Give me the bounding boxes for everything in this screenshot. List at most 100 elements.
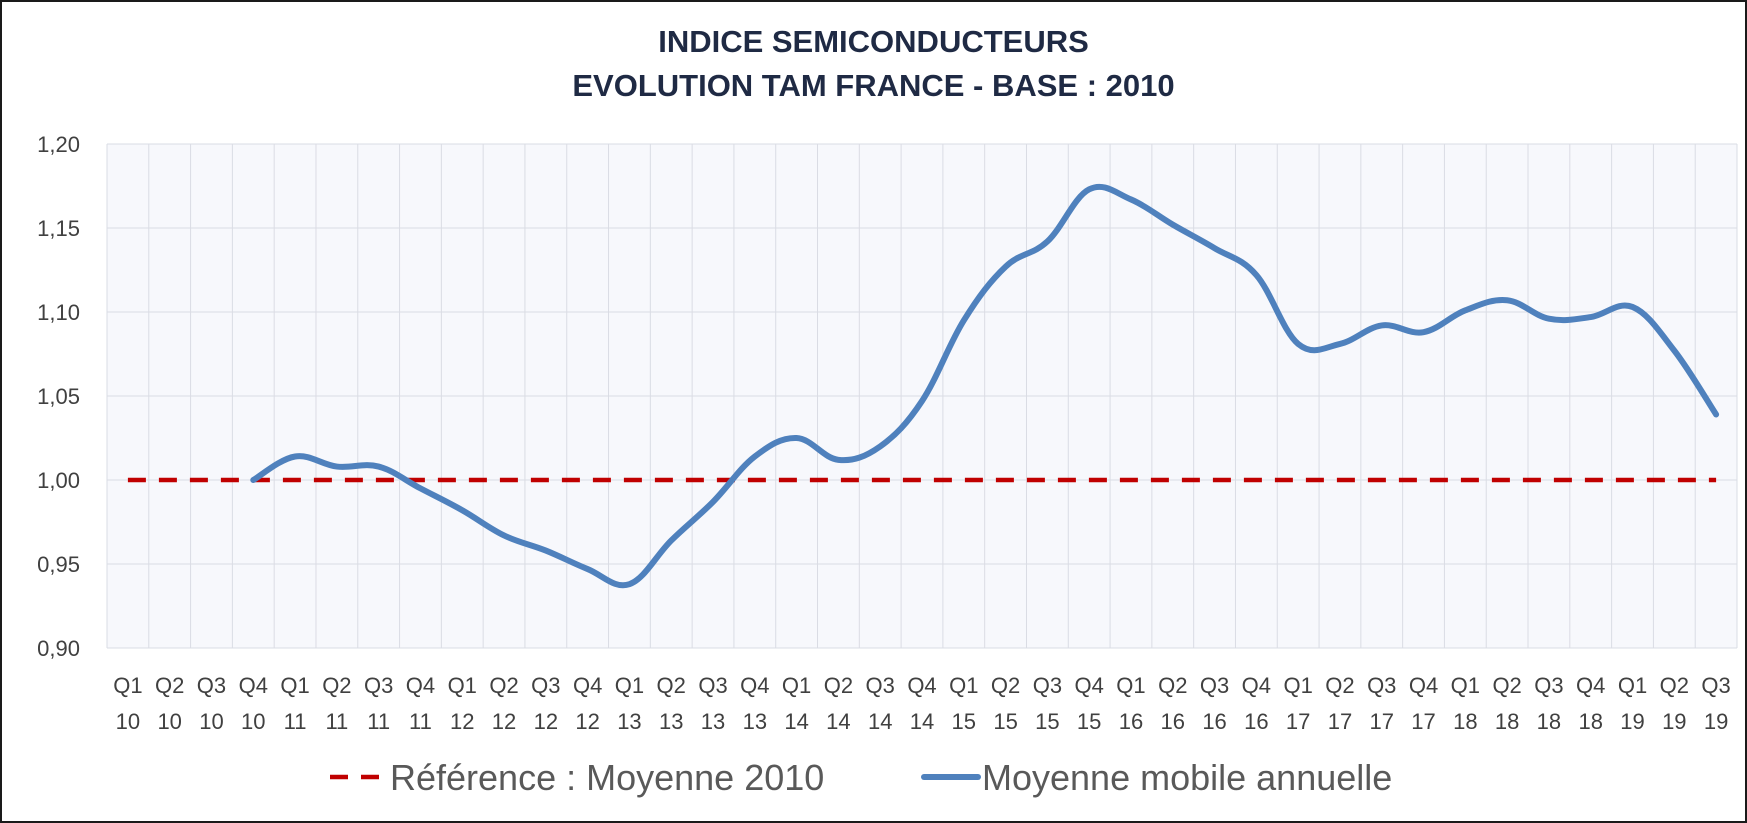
data-point <box>669 478 673 482</box>
x-tick-label-quarter: Q3 <box>197 673 226 698</box>
x-tick-label-year: 15 <box>952 709 976 734</box>
x-tick-label-quarter: Q3 <box>1367 673 1396 698</box>
data-point <box>1505 298 1509 302</box>
x-tick-label-quarter: Q1 <box>280 673 309 698</box>
x-tick-label-year: 19 <box>1620 709 1644 734</box>
data-point <box>1589 478 1593 482</box>
x-tick-label-quarter: Q2 <box>824 673 853 698</box>
data-point <box>1505 478 1509 482</box>
x-tick-label-year: 15 <box>993 709 1017 734</box>
legend-label-moving-average: Moyenne mobile annuelle <box>982 757 1392 798</box>
chart-title: INDICE SEMICONDUCTEURS <box>658 24 1089 59</box>
x-tick-label-quarter: Q2 <box>322 673 351 698</box>
data-point <box>418 486 422 490</box>
data-point <box>544 549 548 553</box>
x-tick-label-year: 12 <box>575 709 599 734</box>
x-tick-label-year: 10 <box>199 709 223 734</box>
series-layer <box>126 183 1720 589</box>
x-tick-label-quarter: Q4 <box>1074 673 1103 698</box>
x-tick-label-year: 12 <box>450 709 474 734</box>
legend-label-reference: Référence : Moyenne 2010 <box>390 757 824 798</box>
x-tick-label-year: 11 <box>409 709 432 734</box>
x-tick-label-quarter: Q1 <box>949 673 978 698</box>
x-tick-label-quarter: Q4 <box>406 673 435 698</box>
data-point <box>795 478 799 482</box>
data-point <box>1004 265 1008 269</box>
data-point <box>753 478 757 482</box>
x-tick-label-year: 18 <box>1537 709 1561 734</box>
data-point <box>962 318 966 322</box>
data-point <box>627 478 631 482</box>
data-point <box>586 567 590 571</box>
data-point <box>1714 412 1718 416</box>
data-point <box>460 478 464 482</box>
data-point <box>711 500 715 504</box>
x-axis-ticks: Q1 10 Q2 10 Q3 10 Q4 10 Q1 11 Q2 11 Q3 11 Q4 11 Q1 12 Q2 12… <box>113 673 1731 734</box>
data-point <box>878 444 882 448</box>
x-tick-label-quarter: Q4 <box>907 673 936 698</box>
data-point <box>1589 315 1593 319</box>
x-tick-label-quarter: Q4 <box>239 673 268 698</box>
data-point <box>1296 342 1300 346</box>
x-tick-label-year: 14 <box>910 709 934 734</box>
x-tick-label-quarter: Q4 <box>573 673 602 698</box>
x-tick-label-year: 10 <box>241 709 265 734</box>
data-point <box>753 454 757 458</box>
x-tick-label-quarter: Q1 <box>448 673 477 698</box>
x-tick-label-quarter: Q2 <box>1660 673 1689 698</box>
x-tick-label-year: 14 <box>868 709 892 734</box>
x-tick-label-quarter: Q2 <box>991 673 1020 698</box>
data-point <box>293 454 297 458</box>
data-point <box>293 478 297 482</box>
data-point <box>711 478 715 482</box>
x-tick-label-year: 14 <box>784 709 808 734</box>
x-tick-label-quarter: Q3 <box>698 673 727 698</box>
x-tick-label-quarter: Q3 <box>531 673 560 698</box>
moving-average-series <box>250 183 1720 589</box>
x-tick-label-year: 11 <box>367 709 390 734</box>
data-point <box>1004 478 1008 482</box>
y-tick-label: 1,10 <box>37 300 80 325</box>
moving-average-line <box>250 183 1720 589</box>
data-point <box>878 478 882 482</box>
data-point <box>1714 478 1718 482</box>
data-point <box>377 465 381 469</box>
data-point <box>168 478 172 482</box>
x-tick-label-year: 14 <box>826 709 850 734</box>
x-tick-label-quarter: Q1 <box>782 673 811 698</box>
x-tick-label-year: 13 <box>617 709 641 734</box>
data-point <box>335 478 339 482</box>
x-tick-label-quarter: Q4 <box>1409 673 1438 698</box>
x-tick-label-year: 17 <box>1370 709 1394 734</box>
data-point <box>1045 239 1049 243</box>
x-tick-label-year: 16 <box>1119 709 1143 734</box>
x-tick-label-quarter: Q2 <box>1492 673 1521 698</box>
data-point <box>1380 478 1384 482</box>
data-point <box>795 436 799 440</box>
x-tick-label-year: 10 <box>116 709 140 734</box>
x-tick-label-quarter: Q4 <box>1242 673 1271 698</box>
data-point <box>920 399 924 403</box>
data-point <box>1631 305 1635 309</box>
reference-series <box>126 477 1718 483</box>
data-point <box>1338 478 1342 482</box>
grid-lines <box>106 143 1738 649</box>
data-point <box>1045 478 1049 482</box>
x-tick-label-quarter: Q2 <box>657 673 686 698</box>
x-tick-label-year: 15 <box>1077 709 1101 734</box>
data-point <box>1422 330 1426 334</box>
data-point <box>836 458 840 462</box>
data-point <box>586 478 590 482</box>
x-tick-label-quarter: Q2 <box>1325 673 1354 698</box>
x-tick-label-year: 16 <box>1161 709 1185 734</box>
data-point <box>251 478 255 482</box>
data-point <box>1171 478 1175 482</box>
x-tick-label-year: 16 <box>1202 709 1226 734</box>
x-tick-label-year: 17 <box>1328 709 1352 734</box>
data-point <box>460 508 464 512</box>
data-point <box>126 478 130 482</box>
x-tick-label-year: 13 <box>743 709 767 734</box>
x-tick-label-quarter: Q2 <box>1158 673 1187 698</box>
x-tick-label-year: 10 <box>157 709 181 734</box>
